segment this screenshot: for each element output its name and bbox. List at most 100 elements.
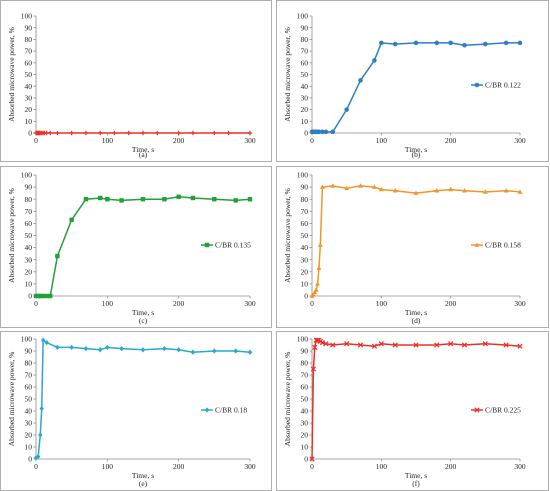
y-tick-label: 50 [301, 395, 309, 404]
x-tick-label: 100 [102, 462, 114, 471]
x-tick-label: 300 [244, 299, 256, 308]
data-point [44, 293, 49, 299]
chart-panel: 0 10 20 30 40 50 60 70 80 90 100 0 100 200 300 Time, s A… [0, 166, 272, 328]
data-point [379, 40, 384, 46]
y-tick-label: 10 [301, 117, 309, 126]
data-point [503, 342, 509, 348]
data-point [44, 339, 49, 346]
data-point [176, 347, 181, 353]
y-axis-label: Absorbed microwave power, % [283, 352, 292, 447]
data-point [358, 183, 363, 188]
panel-border [0, 166, 272, 328]
legend-label: C/BR 0.122 [485, 81, 521, 90]
data-point [413, 342, 419, 348]
data-point [212, 348, 217, 354]
chart-panel: 0 10 20 30 40 50 60 70 80 90 100 0 100 200 300 Time, s A… [276, 0, 549, 162]
data-point [330, 129, 336, 135]
data-point [323, 341, 329, 347]
y-tick-label: 40 [301, 243, 309, 252]
data-point [190, 195, 196, 201]
data-point [38, 293, 43, 299]
y-tick-label: 30 [25, 419, 33, 428]
x-tick-label: 0 [310, 136, 314, 145]
x-axis-label: Time, s [132, 308, 154, 317]
data-point [39, 405, 44, 412]
data-point [448, 186, 454, 192]
x-tick-label: 200 [173, 299, 185, 308]
y-tick-label: 70 [301, 371, 309, 380]
x-tick-label: 0 [34, 136, 38, 145]
y-tick-label: 30 [301, 419, 309, 428]
data-point [162, 197, 167, 202]
y-tick-label: 80 [25, 195, 33, 204]
y-tick-label: 10 [301, 280, 309, 289]
data-point [372, 58, 377, 63]
x-tick-label: 100 [376, 299, 388, 308]
data-point [119, 198, 124, 203]
data-point [112, 130, 117, 136]
data-point [482, 341, 488, 347]
x-tick-label: 200 [445, 299, 457, 308]
data-point [247, 349, 253, 355]
panel-border [276, 0, 549, 162]
data-point [69, 130, 74, 136]
x-tick-label: 300 [514, 136, 526, 145]
y-axis-label: Absorbed microwave power, % [7, 188, 16, 283]
y-tick-label: 50 [25, 395, 33, 404]
data-point [247, 197, 253, 202]
data-point [474, 82, 480, 88]
data-point [316, 265, 322, 270]
data-point [448, 40, 453, 46]
y-tick-label: 50 [301, 231, 309, 240]
data-point [83, 130, 89, 136]
y-tick-label: 0 [304, 292, 308, 301]
x-tick-label: 0 [310, 299, 314, 308]
data-point [434, 188, 440, 193]
y-tick-label: 0 [304, 129, 308, 138]
data-point [448, 341, 454, 347]
data-point [378, 186, 384, 192]
data-point [462, 188, 467, 193]
data-point [233, 348, 238, 354]
data-point [155, 130, 160, 136]
data-point [371, 343, 378, 349]
data-point [98, 195, 103, 201]
y-axis-label: Absorbed microwave power, % [7, 352, 16, 447]
legend-label: C/BR 0.225 [485, 406, 521, 415]
y-tick-label: 90 [25, 23, 33, 32]
data-point [162, 345, 167, 352]
y-tick-label: 0 [28, 129, 32, 138]
legend-label: C/BR 0.135 [215, 241, 251, 250]
data-point [317, 242, 323, 247]
x-axis-label: Time, s [132, 471, 154, 480]
y-tick-label: 30 [25, 255, 33, 264]
y-tick-label: 100 [21, 335, 33, 344]
data-point [140, 197, 146, 202]
y-tick-label: 90 [301, 23, 309, 32]
panel-label: (f) [412, 479, 420, 488]
data-point [105, 344, 110, 351]
data-point [319, 184, 325, 189]
y-tick-label: 100 [21, 12, 33, 21]
y-tick-label: 10 [25, 443, 33, 452]
data-point [38, 432, 43, 438]
panel-label: (e) [139, 479, 148, 488]
data-point [319, 339, 326, 346]
data-point [312, 344, 318, 351]
data-point [503, 188, 509, 193]
y-tick-label: 20 [301, 267, 309, 276]
y-tick-label: 20 [25, 267, 33, 276]
y-tick-label: 100 [297, 335, 309, 344]
x-tick-label: 300 [514, 299, 526, 308]
y-tick-label: 70 [25, 371, 33, 380]
panel-label: (d) [412, 316, 421, 325]
data-point [474, 242, 480, 247]
data-point [69, 344, 74, 351]
y-tick-label: 100 [21, 171, 33, 180]
y-tick-label: 90 [25, 347, 33, 356]
data-point [176, 194, 181, 199]
data-point [482, 189, 488, 194]
y-tick-label: 30 [301, 94, 309, 103]
y-tick-label: 0 [304, 455, 308, 464]
y-tick-label: 60 [25, 58, 33, 67]
